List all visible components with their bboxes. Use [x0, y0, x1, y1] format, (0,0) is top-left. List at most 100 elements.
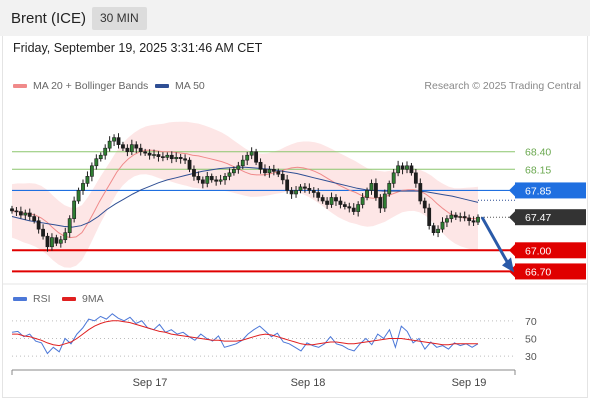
- candle-body: [254, 151, 258, 163]
- candle-body: [267, 169, 272, 174]
- candle-body: [121, 144, 125, 149]
- candle-body: [405, 165, 409, 170]
- candle-body: [294, 190, 298, 195]
- candles-group: [10, 133, 480, 252]
- ma9-swatch-icon: [62, 297, 76, 301]
- candle-body: [160, 156, 165, 158]
- candle-body: [147, 152, 152, 156]
- candle-body: [76, 190, 81, 202]
- candle-body: [14, 210, 19, 213]
- candle-body: [36, 220, 41, 230]
- candle-body: [400, 165, 405, 170]
- candle-body: [45, 235, 50, 248]
- candle-body: [103, 147, 108, 156]
- candle-body: [156, 154, 161, 157]
- candle-body: [391, 172, 396, 184]
- candle-body: [271, 169, 276, 172]
- candle-body: [387, 183, 392, 195]
- forecast-arrow-head-icon: [502, 257, 514, 273]
- candle-body: [223, 176, 227, 181]
- candle-body: [245, 154, 250, 161]
- candle-body: [192, 169, 196, 177]
- candle-body: [178, 157, 183, 160]
- candle-body: [50, 237, 54, 248]
- candle-body: [365, 190, 369, 198]
- rsi-tick-label: 70: [525, 316, 537, 328]
- forecast-arrow-shaft: [480, 216, 510, 265]
- level-68-15-label: 68.15: [525, 164, 551, 176]
- candle-body: [72, 200, 77, 219]
- rsi-swatch-icon: [13, 297, 27, 301]
- candle-body: [422, 200, 427, 209]
- legend-bollinger-label: MA 20 + Bollinger Bands: [33, 80, 149, 92]
- candle-body: [382, 193, 387, 209]
- candle-body: [209, 176, 214, 181]
- candle-body: [285, 179, 290, 191]
- level-67-47-label: 67.47: [525, 212, 551, 224]
- candle-body: [320, 197, 325, 202]
- candle-body: [218, 179, 223, 182]
- rsi-tick-label: 30: [525, 351, 537, 363]
- candle-body: [23, 212, 28, 216]
- candle-body: [107, 140, 112, 149]
- candle-body: [169, 154, 174, 160]
- ma50-line: [11, 166, 479, 228]
- candle-body: [413, 172, 418, 184]
- candle-body: [205, 176, 210, 184]
- interval-button[interactable]: 30 MIN: [92, 7, 147, 30]
- candle-body: [134, 144, 139, 149]
- candle-body: [369, 183, 374, 191]
- candle-body: [445, 218, 449, 223]
- level-66-70-badge: [515, 263, 586, 280]
- candle-body: [214, 179, 219, 182]
- level-67-85-label: 67.85: [525, 185, 551, 197]
- candle-body: [200, 179, 205, 184]
- candle-body: [329, 197, 334, 205]
- candle-body: [249, 151, 254, 156]
- candle-body: [187, 159, 192, 170]
- level-67-47-badge-pointer: [509, 210, 516, 225]
- candle-body: [263, 169, 267, 174]
- candle-body: [81, 183, 85, 191]
- candle-body: [325, 200, 330, 205]
- candle-body: [347, 206, 352, 209]
- candle-body: [67, 218, 72, 233]
- candle-body: [462, 216, 467, 219]
- candle-body: [94, 158, 99, 167]
- legend-bollinger: MA 20 + Bollinger Bands: [13, 80, 148, 92]
- candle-body: [236, 165, 241, 170]
- level-68-40-label: 68.40: [525, 147, 551, 159]
- bollinger-band-area: [12, 121, 478, 268]
- copyright-text: Research © 2025 Trading Central: [424, 80, 581, 92]
- level-67-00-badge-pointer: [509, 243, 516, 258]
- candle-body: [298, 186, 303, 191]
- candle-body: [183, 158, 187, 161]
- candle-body: [409, 165, 414, 174]
- legend-ma50-label: MA 50: [175, 80, 205, 92]
- candle-body: [338, 200, 343, 205]
- candle-body: [232, 169, 236, 174]
- candle-body: [374, 183, 378, 198]
- candle-body: [240, 159, 245, 167]
- candle-body: [152, 154, 156, 156]
- candle-body: [196, 176, 201, 181]
- candle-body: [112, 137, 116, 142]
- instrument-title: Brent (ICE): [11, 10, 87, 27]
- candle-body: [449, 214, 454, 219]
- candle-body: [360, 197, 365, 205]
- rsi-tick-label: 50: [525, 334, 537, 346]
- candle-body: [227, 172, 232, 177]
- candle-body: [54, 237, 59, 244]
- candle-body: [378, 197, 383, 209]
- candle-body: [89, 165, 94, 177]
- chart-header: Brent (ICE) 30 MIN: [0, 0, 590, 36]
- candle-body: [351, 207, 356, 212]
- x-tick-label: Sep 19: [452, 377, 487, 389]
- candle-body: [85, 176, 90, 184]
- candle-body: [342, 204, 347, 207]
- candle-body: [436, 228, 440, 233]
- legend-ma50: MA 50: [155, 80, 205, 92]
- legend-rsi-label: RSI: [33, 293, 51, 305]
- candle-body: [316, 192, 321, 198]
